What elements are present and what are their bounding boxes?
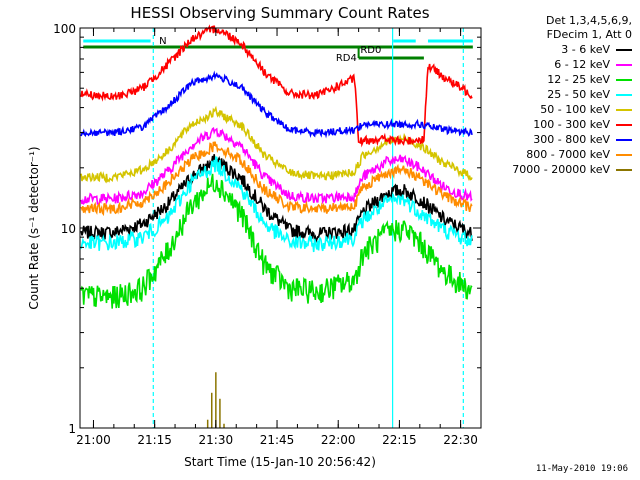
legend-header-line2: FDecim 1, Att 0 xyxy=(546,28,632,41)
series-line xyxy=(80,173,473,309)
series-7000-20000-kev xyxy=(206,372,225,428)
series-12-25-kev xyxy=(80,173,473,309)
legend-label: 12 - 25 keV xyxy=(547,72,610,86)
x-tick-label: 21:30 xyxy=(199,433,234,447)
legend-entry: 100 - 300 keV xyxy=(482,117,632,132)
legend-label: 25 - 50 keV xyxy=(547,87,610,101)
series-line xyxy=(80,141,473,217)
series-100-300-kev xyxy=(80,24,473,148)
series-line xyxy=(80,24,473,148)
series-line xyxy=(80,154,473,245)
legend-label: 100 - 300 keV xyxy=(533,117,610,131)
series-6-12-kev xyxy=(80,127,473,206)
annotation-label: RD4 xyxy=(336,53,357,64)
x-tick-label: 22:30 xyxy=(443,433,478,447)
legend-entry: 50 - 100 keV xyxy=(482,102,632,117)
series-line xyxy=(80,156,473,253)
legend-swatch xyxy=(616,123,632,126)
plot-frame xyxy=(79,27,482,429)
y-tick-label: 10 xyxy=(61,222,76,236)
legend-swatch xyxy=(616,78,632,81)
series-300-800-kev xyxy=(80,70,473,139)
legend-entry: 12 - 25 keV xyxy=(482,72,632,87)
legend-label: 7000 - 20000 keV xyxy=(512,162,610,176)
legend-entry: 7000 - 20000 keV xyxy=(482,162,632,177)
legend-header-line1: Det 1,3,4,5,6,9, xyxy=(545,14,632,27)
series-25-50-kev xyxy=(80,156,473,253)
annotation-label: N xyxy=(159,36,166,47)
legend-label: 50 - 100 keV xyxy=(540,102,610,116)
legend-swatch xyxy=(616,138,632,141)
chart-title: HESSI Observing Summary Count Rates xyxy=(130,4,429,22)
x-tick-label: 21:15 xyxy=(137,433,172,447)
legend-label: 3 - 6 keV xyxy=(561,42,610,56)
legend-label: 6 - 12 keV xyxy=(554,57,610,71)
x-tick-label: 21:45 xyxy=(260,433,295,447)
y-tick-label: 100 xyxy=(53,22,76,36)
legend-swatch xyxy=(616,168,632,171)
legend-swatch xyxy=(616,63,632,66)
annotation-label: RD0 xyxy=(360,45,381,56)
data-series xyxy=(80,24,473,428)
legend-entry: 6 - 12 keV xyxy=(482,57,632,72)
series-3-6-kev xyxy=(80,154,473,245)
legend-swatch xyxy=(616,153,632,156)
series-line xyxy=(80,127,473,206)
x-tick-label: 21:00 xyxy=(76,433,111,447)
y-axis-label: Count Rate (s⁻¹ detector⁻¹) xyxy=(27,146,41,309)
legend-entry: 800 - 7000 keV xyxy=(482,147,632,162)
legend-rows: 3 - 6 keV 6 - 12 keV 12 - 25 keV 25 - 50 ke… xyxy=(482,42,632,177)
legend-label: 300 - 800 keV xyxy=(533,132,610,146)
status-bands xyxy=(83,39,473,60)
timestamp: 11-May-2010 19:06 xyxy=(535,464,628,474)
y-ticks: 1 10 100 xyxy=(53,22,481,436)
legend-swatch xyxy=(616,108,632,111)
x-axis-label: Start Time (15-Jan-10 20:56:42) xyxy=(184,455,376,469)
legend-label: 800 - 7000 keV xyxy=(526,147,610,161)
series-800-7000-kev xyxy=(80,141,473,217)
x-tick-label: 22:00 xyxy=(321,433,356,447)
legend-entry: 3 - 6 keV xyxy=(482,42,632,57)
legend-swatch xyxy=(616,48,632,51)
legend: Det 1,3,4,5,6,9, FDecim 1, Att 0 3 - 6 k… xyxy=(482,14,632,177)
series-line xyxy=(80,70,473,139)
legend-entry: 300 - 800 keV xyxy=(482,132,632,147)
legend-swatch xyxy=(616,93,632,96)
y-tick-label: 1 xyxy=(68,422,76,436)
x-tick-label: 22:15 xyxy=(382,433,417,447)
x-ticks: 21:00 21:15 21:30 21:45 22:00 22:15 22:30 xyxy=(76,28,482,447)
legend-entry: 25 - 50 keV xyxy=(482,87,632,102)
